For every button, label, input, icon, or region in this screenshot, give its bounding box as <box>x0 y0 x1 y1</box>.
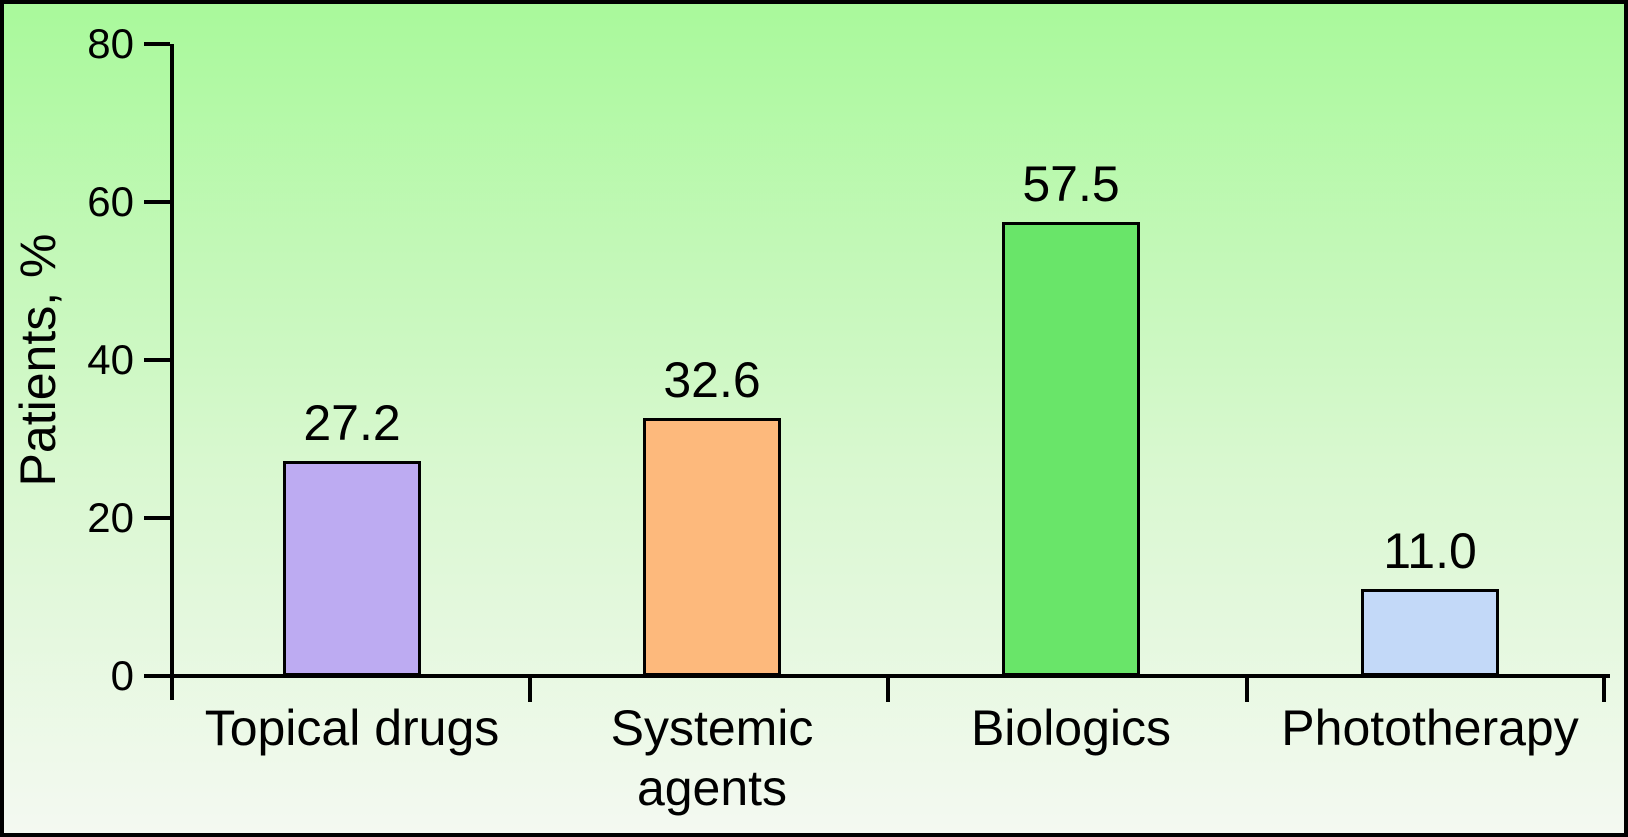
x-tick-mark <box>528 676 532 702</box>
value-label-systemic-agents: 32.6 <box>663 352 761 408</box>
x-tick-mark <box>1245 676 1249 702</box>
y-axis-line <box>170 44 174 700</box>
y-tick-label-0: 0 <box>110 652 134 699</box>
value-label-biologics: 57.5 <box>1022 156 1120 212</box>
bar-topical-drugs <box>283 461 421 676</box>
x-tick-mark <box>886 676 890 702</box>
y-tick-label-60: 60 <box>87 178 134 225</box>
value-label-phototherapy: 11.0 <box>1383 523 1477 579</box>
bar-systemic-agents <box>643 418 781 676</box>
x-axis-line <box>170 674 1610 678</box>
y-tick-label-80: 80 <box>87 20 134 67</box>
plot-area: Patients, % 80 60 40 20 0 27.2 32.6 57.5… <box>4 4 1624 833</box>
category-label-biologics: Biologics <box>970 700 1172 756</box>
y-tick-label-20: 20 <box>87 494 134 541</box>
category-label-phototherapy: Phototherapy <box>1281 700 1579 756</box>
category-label-topical-drugs: Topical drugs <box>204 700 500 756</box>
y-tick-mark <box>144 358 170 362</box>
x-tick-mark <box>1602 676 1606 702</box>
y-tick-mark <box>144 674 170 678</box>
y-tick-mark <box>144 42 170 46</box>
bar-biologics <box>1002 222 1140 676</box>
y-tick-mark <box>144 516 170 520</box>
category-label-systemic-agents: Systemic agents <box>610 700 814 816</box>
y-tick-mark <box>144 200 170 204</box>
value-label-topical-drugs: 27.2 <box>303 395 401 451</box>
bar-phototherapy <box>1361 589 1499 676</box>
y-tick-label-40: 40 <box>87 336 134 383</box>
